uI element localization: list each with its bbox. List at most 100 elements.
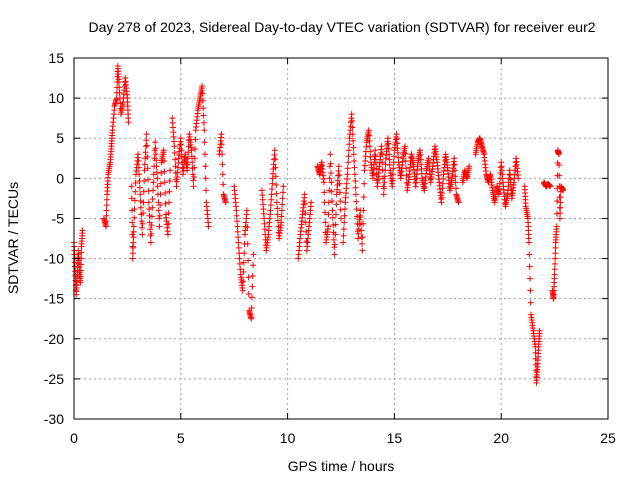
data-point bbox=[177, 135, 184, 142]
data-point bbox=[352, 184, 359, 191]
data-point bbox=[302, 200, 309, 207]
data-point bbox=[245, 257, 252, 264]
data-point bbox=[345, 147, 352, 154]
data-point bbox=[527, 287, 534, 294]
data-point bbox=[349, 124, 356, 131]
data-point bbox=[130, 244, 137, 251]
data-point bbox=[245, 274, 252, 281]
data-point bbox=[140, 199, 147, 206]
data-point bbox=[245, 290, 252, 297]
data-point bbox=[329, 207, 336, 214]
data-point bbox=[191, 155, 198, 162]
data-point bbox=[353, 198, 360, 205]
data-point bbox=[273, 199, 280, 206]
data-point bbox=[129, 231, 136, 238]
data-point bbox=[137, 204, 144, 211]
data-point bbox=[167, 167, 174, 174]
data-point bbox=[191, 164, 198, 171]
data-point bbox=[244, 224, 251, 231]
data-point bbox=[280, 183, 287, 190]
data-point bbox=[351, 164, 358, 171]
data-point bbox=[130, 239, 137, 246]
data-point bbox=[354, 213, 361, 220]
data-point bbox=[279, 189, 286, 196]
x-tick-label: 5 bbox=[177, 430, 185, 446]
data-point bbox=[148, 222, 155, 229]
data-point bbox=[551, 260, 558, 267]
data-point bbox=[269, 180, 276, 187]
data-point bbox=[455, 199, 462, 206]
data-point bbox=[366, 137, 373, 144]
data-point bbox=[321, 209, 328, 216]
data-point bbox=[236, 260, 243, 267]
data-point bbox=[139, 220, 146, 227]
data-point bbox=[158, 169, 165, 176]
data-point bbox=[372, 147, 379, 154]
data-point bbox=[328, 188, 335, 195]
x-tick-label: 15 bbox=[387, 430, 403, 446]
data-point bbox=[178, 147, 185, 154]
data-point bbox=[156, 212, 163, 219]
data-point bbox=[402, 143, 409, 150]
data-point bbox=[551, 271, 558, 278]
data-point bbox=[335, 163, 342, 170]
data-point bbox=[333, 211, 340, 218]
data-point bbox=[142, 149, 149, 156]
data-point bbox=[154, 175, 161, 182]
data-point bbox=[155, 207, 162, 214]
data-point bbox=[240, 268, 247, 275]
data-point bbox=[330, 236, 337, 243]
data-point bbox=[129, 255, 136, 262]
data-point bbox=[381, 173, 388, 180]
data-point bbox=[327, 151, 334, 158]
data-point bbox=[332, 221, 339, 228]
plot-frame bbox=[73, 57, 609, 420]
data-point bbox=[79, 227, 86, 234]
data-point bbox=[202, 151, 209, 158]
x-axis-label: GPS time / hours bbox=[288, 458, 395, 474]
data-point bbox=[326, 175, 333, 182]
data-point bbox=[557, 204, 564, 211]
data-point bbox=[349, 131, 356, 138]
data-point bbox=[235, 239, 242, 246]
axis-ticks: 0 5 10 15 20 25 15 10 5 0 -5 -10 -15 -20 -25 -30 bbox=[44, 50, 616, 446]
data-point bbox=[103, 202, 110, 209]
data-point bbox=[144, 165, 151, 172]
data-point bbox=[496, 180, 503, 187]
data-point bbox=[144, 153, 151, 160]
data-point bbox=[452, 185, 459, 192]
data-point bbox=[337, 198, 344, 205]
data-point bbox=[234, 223, 241, 230]
data-point bbox=[132, 180, 139, 187]
data-point bbox=[184, 155, 191, 162]
data-point bbox=[373, 177, 380, 184]
data-point bbox=[157, 180, 164, 187]
data-point bbox=[203, 187, 210, 194]
data-point bbox=[267, 207, 274, 214]
data-point bbox=[236, 255, 243, 262]
y-tick-label: -15 bbox=[44, 291, 64, 307]
data-point bbox=[340, 232, 347, 239]
data-point bbox=[382, 161, 389, 168]
data-point bbox=[536, 327, 543, 334]
data-point bbox=[344, 165, 351, 172]
data-point bbox=[402, 150, 409, 157]
data-point bbox=[147, 226, 154, 233]
data-point bbox=[386, 156, 393, 163]
data-point bbox=[527, 275, 534, 282]
data-point bbox=[200, 112, 207, 119]
data-point bbox=[131, 197, 138, 204]
data-point bbox=[156, 223, 163, 230]
data-point bbox=[153, 163, 160, 170]
data-point bbox=[171, 143, 178, 150]
data-point bbox=[345, 159, 352, 166]
data-point bbox=[235, 234, 242, 241]
data-point bbox=[139, 231, 146, 238]
data-point bbox=[199, 97, 206, 104]
data-point bbox=[116, 84, 123, 91]
data-point bbox=[352, 178, 359, 185]
data-point bbox=[129, 250, 136, 257]
data-point bbox=[556, 215, 563, 222]
data-point bbox=[345, 153, 352, 160]
data-point bbox=[361, 180, 368, 187]
